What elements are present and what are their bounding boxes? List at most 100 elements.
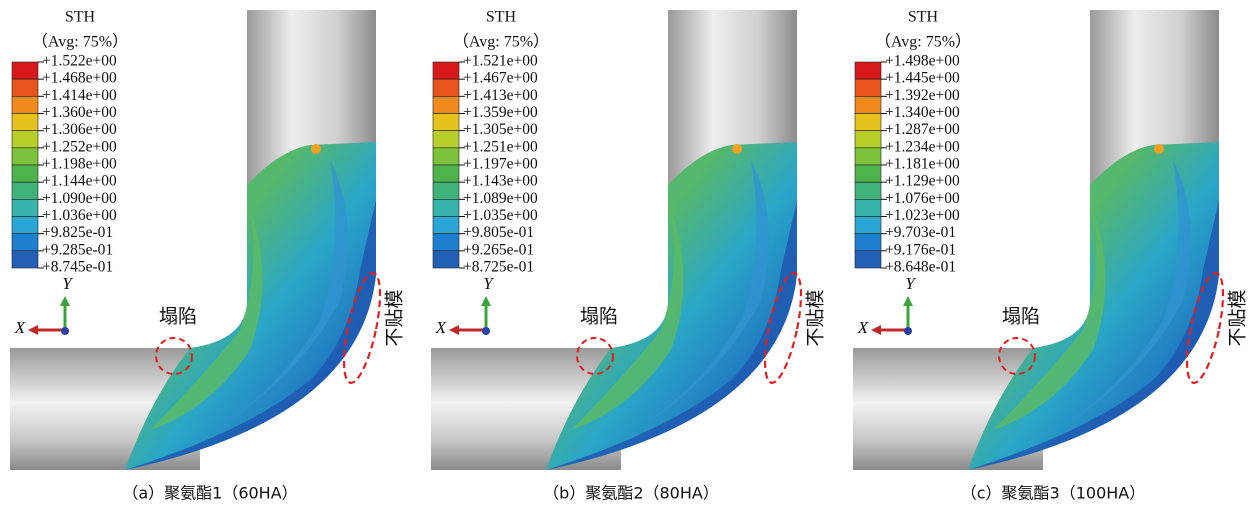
legend-label: +1.252e+00 — [42, 138, 117, 155]
legend-swatch — [12, 96, 38, 113]
x-axis-label: X — [14, 318, 26, 337]
legend-label: +1.359e+00 — [463, 104, 538, 121]
legend-label: +1.089e+00 — [463, 190, 538, 207]
legend-swatch — [433, 182, 459, 199]
x-arrowhead — [871, 325, 881, 335]
legend-swatch — [433, 79, 459, 96]
legend-swatch — [433, 165, 459, 182]
legend-label: +9.176e-01 — [885, 241, 956, 258]
legend-swatch — [433, 114, 459, 131]
legend-swatch — [855, 251, 881, 268]
legend-title: STH — [486, 9, 517, 26]
legend-swatch — [855, 62, 881, 79]
gap-label: 不贴模 — [384, 289, 406, 346]
legend-swatch — [855, 165, 881, 182]
legend-swatch — [12, 148, 38, 165]
legend-subtitle: （Avg: 75%） — [32, 33, 128, 51]
x-arrowhead — [449, 325, 459, 335]
legend-label: +9.805e-01 — [463, 224, 534, 241]
legend-swatch — [855, 96, 881, 113]
legend-label: +1.445e+00 — [885, 70, 960, 87]
x-axis-label: X — [435, 318, 447, 337]
legend-label: +1.413e+00 — [463, 87, 538, 104]
legend-label: +1.287e+00 — [885, 121, 960, 138]
legend-label: +1.035e+00 — [463, 207, 538, 224]
x-axis-label: X — [857, 318, 869, 337]
legend-label: +1.521e+00 — [463, 53, 538, 70]
legend-swatch — [433, 251, 459, 268]
legend-label: +1.392e+00 — [885, 87, 960, 104]
legend-swatch — [855, 148, 881, 165]
gap-label: 不贴模 — [1227, 289, 1248, 346]
legend-swatch — [855, 234, 881, 251]
legend-swatch — [855, 217, 881, 234]
collapse-label: 塌陷 — [1002, 306, 1040, 328]
legend-label: +9.703e-01 — [885, 224, 956, 241]
legend-swatch — [433, 96, 459, 113]
legend-swatch — [855, 131, 881, 148]
legend-label: +1.023e+00 — [885, 207, 960, 224]
legend-label: +1.234e+00 — [885, 138, 960, 155]
legend-label: +1.498e+00 — [885, 53, 960, 70]
legend-swatch — [12, 114, 38, 131]
legend-swatch — [433, 148, 459, 165]
legend-title: STH — [65, 9, 96, 26]
legend-swatch — [433, 217, 459, 234]
legend-label: +1.129e+00 — [885, 173, 960, 190]
legend-label: +1.144e+00 — [42, 173, 117, 190]
legend-swatch — [12, 234, 38, 251]
caption: （c）聚氨酯3（100HA） — [961, 484, 1146, 503]
legend-label: +1.360e+00 — [42, 104, 117, 121]
legend-swatch — [433, 62, 459, 79]
legend-swatch — [12, 62, 38, 79]
legend-swatch — [855, 182, 881, 199]
legend-label: +8.725e-01 — [463, 259, 534, 276]
y-arrowhead — [60, 296, 70, 306]
legend-label: +9.265e-01 — [463, 241, 534, 258]
legend-subtitle: （Avg: 75%） — [453, 33, 549, 51]
hotspot — [732, 144, 742, 154]
legend-swatch — [12, 217, 38, 234]
origin — [904, 327, 912, 335]
legend-label: +9.285e-01 — [42, 241, 113, 258]
legend-subtitle: （Avg: 75%） — [875, 33, 971, 51]
y-arrowhead — [481, 296, 491, 306]
y-axis-label: Y — [62, 274, 73, 293]
legend-label: +1.181e+00 — [885, 156, 960, 173]
legend-label: +1.468e+00 — [42, 70, 117, 87]
legend-swatch — [855, 199, 881, 216]
collapse-label: 塌陷 — [159, 306, 197, 328]
legend-label: +1.306e+00 — [42, 121, 117, 138]
legend-label: +9.825e-01 — [42, 224, 113, 241]
legend-label: +1.305e+00 — [463, 121, 538, 138]
y-axis-label: Y — [905, 274, 916, 293]
legend-swatch — [12, 165, 38, 182]
legend-label: +1.340e+00 — [885, 104, 960, 121]
legend-label: +1.414e+00 — [42, 87, 117, 104]
legend-label: +1.076e+00 — [885, 190, 960, 207]
legend-swatch — [12, 131, 38, 148]
legend-swatch — [433, 131, 459, 148]
hotspot — [311, 144, 321, 154]
panel: STH（Avg: 75%）+1.498e+00+1.445e+00+1.392e… — [853, 9, 1248, 503]
gap-label: 不贴模 — [805, 289, 827, 346]
legend-swatch — [855, 114, 881, 131]
caption: （b）聚氨酯2（80HA） — [543, 484, 719, 503]
legend-label: +1.197e+00 — [463, 156, 538, 173]
legend-swatch — [433, 199, 459, 216]
legend-label: +1.467e+00 — [463, 70, 538, 87]
y-arrowhead — [903, 296, 913, 306]
legend-swatch — [12, 199, 38, 216]
legend-swatch — [433, 234, 459, 251]
legend-label: +1.522e+00 — [42, 53, 117, 70]
legend-label: +8.648e-01 — [885, 259, 956, 276]
origin — [482, 327, 490, 335]
legend-swatch — [12, 182, 38, 199]
origin — [61, 327, 69, 335]
legend-swatch — [855, 79, 881, 96]
figure: STH （Avg: 75%） +1.522e+00+1.468e+00+1.414e… — [0, 0, 1248, 509]
legend-label: +1.143e+00 — [463, 173, 538, 190]
legend-swatch — [12, 251, 38, 268]
legend-label: +1.198e+00 — [42, 156, 117, 173]
legend-swatch — [12, 79, 38, 96]
